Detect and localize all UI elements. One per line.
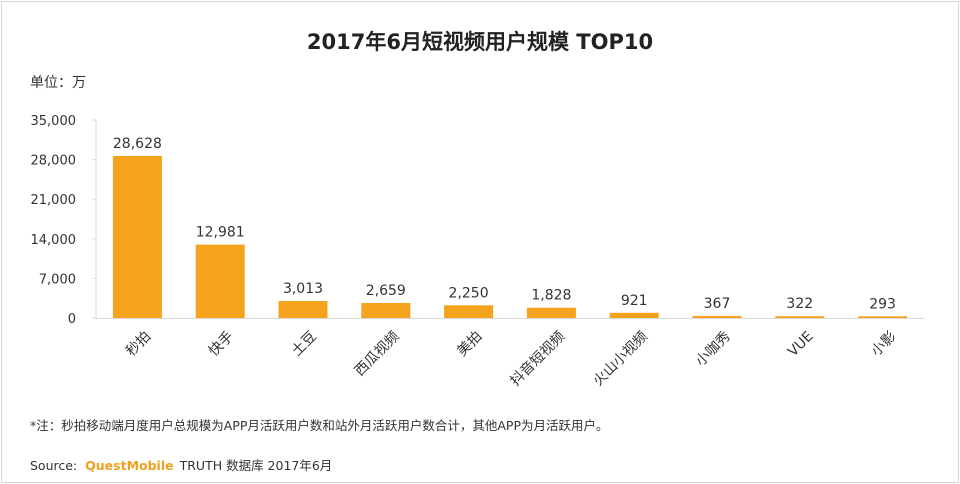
bar-value-label: 12,981 xyxy=(196,225,245,241)
x-category-label: 秒拍 xyxy=(123,329,154,360)
source-line: Source: QuestMobile TRUTH 数据库 2017年6月 xyxy=(30,455,332,474)
bar xyxy=(858,316,908,318)
bar-value-label: 293 xyxy=(869,296,896,312)
y-tick-label: 7,000 xyxy=(39,272,76,287)
x-category-label: VUE xyxy=(785,329,817,361)
x-category-label: 美拍 xyxy=(454,329,485,360)
y-tick-label: 35,000 xyxy=(31,114,77,129)
y-tick-label: 0 xyxy=(68,312,76,327)
bar xyxy=(278,301,328,318)
bar xyxy=(775,316,825,318)
bar xyxy=(361,303,411,318)
bar xyxy=(609,312,659,318)
x-category-label: 抖音短视频 xyxy=(507,328,569,390)
bar-value-label: 2,659 xyxy=(366,283,406,299)
bar xyxy=(444,305,494,318)
unit-label: 单位：万 xyxy=(30,75,86,91)
y-tick-label: 28,000 xyxy=(31,154,77,169)
bar-value-label: 2,250 xyxy=(449,285,489,301)
bar xyxy=(195,244,245,318)
bar xyxy=(692,315,742,318)
bar-value-label: 1,828 xyxy=(531,288,571,304)
bar xyxy=(526,307,576,318)
source-label: Source: xyxy=(30,458,78,473)
source-brand: QuestMobile xyxy=(85,458,174,473)
x-category-label: 小咖秀 xyxy=(693,329,734,370)
x-category-label: 土豆 xyxy=(289,329,320,360)
bar-value-label: 28,628 xyxy=(113,136,162,152)
x-category-label: 小影 xyxy=(868,329,899,360)
source-text: TRUTH 数据库 2017年6月 xyxy=(179,458,333,473)
chart-title: 2017年6月短视频用户规模 TOP10 xyxy=(306,30,654,54)
footnote: *注：秒拍移动端月度用户总规模为APP月活跃用户数和站外月活跃用户数合计，其他A… xyxy=(30,418,609,433)
x-category-label: 西瓜视频 xyxy=(352,329,403,380)
bar-value-label: 322 xyxy=(786,296,813,312)
bar xyxy=(112,156,162,318)
y-tick-label: 21,000 xyxy=(31,193,77,208)
bar-value-label: 367 xyxy=(704,296,731,312)
y-tick-label: 14,000 xyxy=(31,233,77,248)
bar-value-label: 921 xyxy=(621,293,648,309)
x-category-label: 火山小视频 xyxy=(590,329,651,390)
x-category-label: 快手 xyxy=(206,329,237,360)
bar-value-label: 3,013 xyxy=(283,281,323,297)
